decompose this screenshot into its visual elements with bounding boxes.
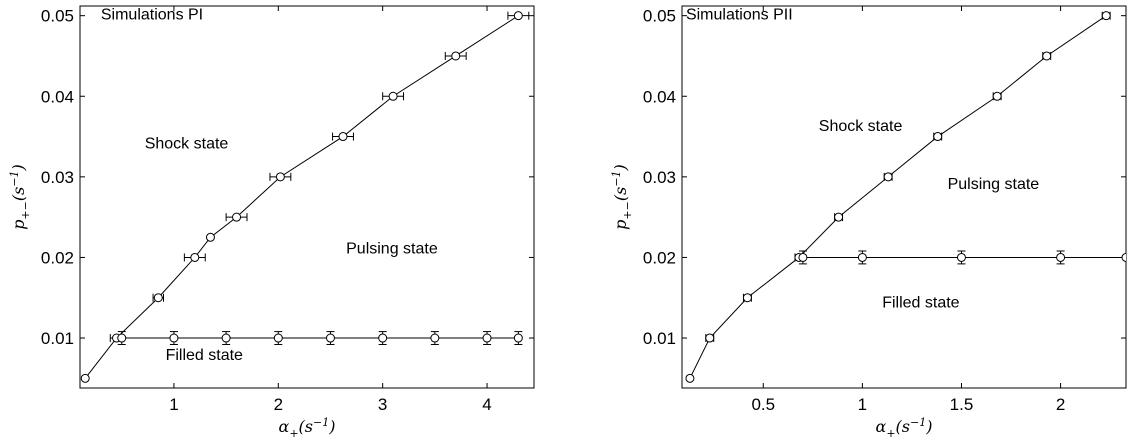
x-tick-label: 2 (1056, 395, 1065, 414)
data-point (1056, 252, 1066, 262)
region-label: Filled state (882, 294, 959, 311)
data-point (798, 252, 808, 262)
region-label: Filled state (166, 347, 243, 364)
data-point (513, 11, 523, 21)
y-tick-label: 0.03 (643, 168, 676, 187)
x-tick-label: 1.5 (950, 395, 974, 414)
data-point (482, 333, 492, 343)
series-line-0 (689, 15, 1107, 379)
data-point (325, 333, 335, 343)
x-axis-label: α+(s−1) (279, 416, 336, 440)
plot-frame (681, 5, 1127, 389)
region-label: Shock state (819, 118, 903, 135)
y-axis-label: p+−(s−1) (610, 164, 634, 230)
data-point (1042, 51, 1052, 61)
y-tick-label: 0.04 (41, 87, 74, 106)
data-point (169, 333, 179, 343)
data-point (275, 172, 285, 182)
data-point (378, 333, 388, 343)
series-line-0 (84, 15, 519, 379)
x-tick-label: 0.5 (751, 395, 775, 414)
data-point (685, 373, 695, 383)
x-tick-label: 1 (169, 395, 178, 414)
data-point (80, 373, 90, 383)
data-point (933, 132, 943, 142)
data-point (513, 333, 523, 343)
data-point (221, 333, 231, 343)
y-tick-label: 0.01 (643, 329, 676, 348)
y-tick-label: 0.02 (643, 248, 676, 267)
chart-panel-pi: 1 2 3 4 0.01 0.02 0.03 0.04 0.05 α+(s−1) p+−(s−1) S… (8, 5, 535, 440)
data-point (883, 172, 893, 182)
y-tick-label: 0.04 (643, 87, 676, 106)
x-tick-label: 4 (482, 395, 491, 414)
y-tick-label: 0.03 (41, 168, 74, 187)
x-tick-label: 1 (858, 395, 867, 414)
x-axis-label: α+(s−1) (876, 416, 933, 440)
y-tick-label: 0.05 (643, 7, 676, 26)
data-point (956, 252, 966, 262)
data-point (834, 212, 844, 222)
data-point (742, 293, 752, 303)
data-point (451, 51, 461, 61)
data-point (388, 91, 398, 101)
region-label: Shock state (145, 136, 229, 153)
data-point (153, 293, 163, 303)
region-label: Pulsing state (948, 176, 1040, 193)
data-point (705, 333, 715, 343)
chart-panel-pii: 0.5 1 1.5 2 0.01 0.02 0.03 0.04 0.05 α+(s−1) p+−(s… (610, 5, 1127, 440)
data-point (1121, 252, 1126, 262)
chart-title: Simulations PII (686, 7, 793, 24)
plot-area (80, 11, 530, 383)
data-point (117, 333, 127, 343)
data-point (205, 232, 215, 242)
plot-frame (79, 5, 535, 389)
y-axis-label: p+−(s−1) (8, 164, 32, 230)
y-tick-label: 0.01 (41, 329, 74, 348)
data-point (430, 333, 440, 343)
x-tick-label: 2 (274, 395, 283, 414)
data-point (992, 91, 1002, 101)
data-point (232, 212, 242, 222)
y-tick-label: 0.05 (41, 7, 74, 26)
x-tick-label: 3 (378, 395, 387, 414)
data-point (338, 132, 348, 142)
data-point (857, 252, 867, 262)
data-point (190, 252, 200, 262)
region-label: Pulsing state (346, 240, 438, 257)
chart-title: Simulations PI (101, 7, 203, 24)
y-tick-label: 0.02 (41, 248, 74, 267)
data-point (273, 333, 283, 343)
data-point (1101, 11, 1111, 21)
plot-area (685, 11, 1126, 383)
